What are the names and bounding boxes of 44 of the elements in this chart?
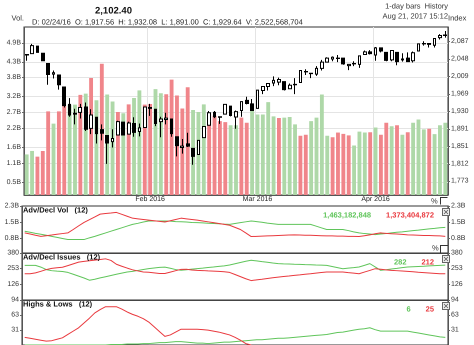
candlestick bbox=[379, 46, 383, 53]
candlestick bbox=[315, 66, 318, 76]
candlestick bbox=[46, 62, 50, 86]
candlestick bbox=[68, 98, 71, 118]
candlestick bbox=[272, 76, 275, 87]
candlestick bbox=[41, 52, 45, 62]
candlestick bbox=[202, 126, 206, 138]
candlestick bbox=[57, 74, 61, 90]
candlestick bbox=[433, 38, 436, 48]
candlestick bbox=[384, 52, 388, 62]
candlestick bbox=[229, 106, 232, 117]
candlestick bbox=[95, 116, 98, 144]
candlestick bbox=[358, 54, 361, 68]
candlestick bbox=[234, 110, 238, 130]
candlestick bbox=[207, 110, 211, 126]
candlestick bbox=[100, 124, 104, 141]
candlestick bbox=[304, 68, 308, 76]
candlestick bbox=[138, 122, 141, 137]
candlestick bbox=[111, 128, 114, 148]
candlestick bbox=[299, 70, 302, 84]
candlestick bbox=[25, 54, 29, 62]
candlestick bbox=[186, 132, 190, 148]
candlestick bbox=[223, 103, 227, 115]
candlestick bbox=[213, 110, 216, 119]
candlestick bbox=[197, 140, 200, 156]
candlestick bbox=[256, 90, 259, 109]
candlestick bbox=[331, 56, 334, 62]
candlestick bbox=[36, 46, 39, 54]
candlestick bbox=[154, 108, 157, 127]
candlestick bbox=[30, 43, 34, 54]
candlestick bbox=[62, 86, 66, 108]
candlestick bbox=[417, 42, 420, 52]
candlestick bbox=[170, 118, 173, 138]
candlestick bbox=[240, 101, 243, 118]
candlestick bbox=[309, 72, 313, 79]
candlestick bbox=[218, 116, 222, 124]
chart-title: 2,102.40 bbox=[95, 6, 132, 16]
line-series bbox=[24, 220, 446, 240]
candlestick bbox=[191, 148, 195, 166]
candlestick bbox=[401, 52, 404, 62]
candlestick bbox=[374, 46, 377, 62]
candlestick bbox=[52, 70, 55, 80]
candlestick bbox=[105, 134, 109, 164]
line-series bbox=[24, 327, 446, 345]
